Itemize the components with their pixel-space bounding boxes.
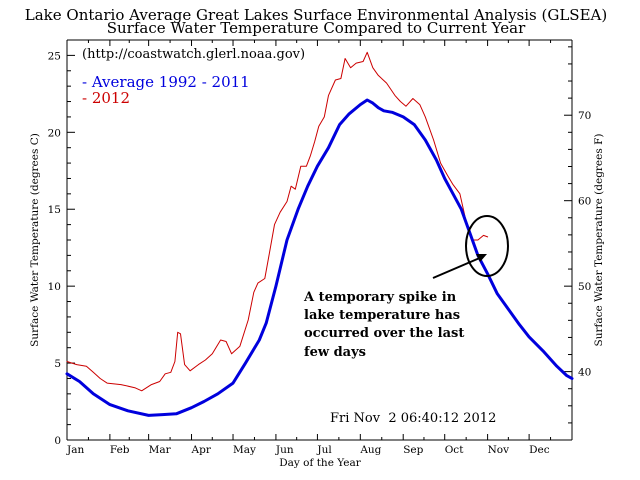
x-tick-label: Oct: [445, 444, 464, 456]
callout-arrow-line: [432, 256, 483, 279]
x-tick-label: Jun: [275, 444, 294, 456]
callout-line-2: lake temperature has: [304, 308, 460, 323]
y-right-tick-label: 60: [578, 196, 591, 208]
series-2012-line: [66, 51, 489, 392]
series-average-line: [65, 98, 574, 417]
series-layer: [65, 51, 574, 417]
y-left-tick-label: 0: [54, 435, 61, 447]
y-left-tick-label: 25: [48, 50, 61, 62]
source-url: (http://coastwatch.glerl.noaa.gov): [82, 47, 305, 62]
y-axis-right-ticks: 40 50 60 70: [564, 46, 591, 424]
callout-line-3: occurred over the last: [304, 326, 464, 341]
y-right-tick-label: 50: [578, 281, 591, 293]
legend-2012: - 2012: [82, 89, 130, 107]
x-tick-label: Aug: [359, 444, 381, 456]
x-tick-label: May: [233, 444, 256, 456]
x-tick-label: Jul: [316, 444, 332, 456]
y-right-tick-label: 40: [578, 367, 591, 379]
x-tick-label: Dec: [529, 444, 550, 456]
y-right-tick-label: 70: [578, 110, 591, 122]
y-axis-right-label: Surface Water Temperature (degrees F): [593, 134, 605, 347]
y-left-tick-label: 15: [48, 204, 61, 216]
x-tick-label: Feb: [110, 444, 130, 456]
chart-title: Lake Ontario Average Great Lakes Surface…: [25, 6, 607, 24]
chart-subtitle: Surface Water Temperature Compared to Cu…: [107, 19, 526, 37]
y-left-tick-label: 5: [54, 358, 61, 370]
x-tick-label: Nov: [488, 444, 510, 456]
x-tick-label: Sep: [403, 444, 423, 456]
y-axis-left-ticks: 0 5 10 15 20 25: [48, 39, 75, 447]
x-axis-label: Day of the Year: [279, 457, 362, 469]
x-tick-label: Mar: [149, 444, 172, 456]
y-left-tick-label: 10: [48, 281, 61, 293]
spike-highlight-circle: [465, 215, 509, 277]
x-tick-label: Jan: [66, 444, 84, 456]
callout-arrow-head: [476, 254, 487, 262]
callout-line-1: A temporary spike in: [303, 290, 457, 305]
x-axis-ticks: Jan Feb Mar Apr May Jun Jul Aug Sep Oct Nov Dec: [66, 40, 552, 456]
y-axis-left-label: Surface Water Temperature (degrees C): [29, 133, 41, 347]
timestamp: Fri Nov 2 06:40:12 2012: [330, 411, 496, 426]
callout-line-4: few days: [304, 345, 366, 360]
x-tick-label: Apr: [191, 444, 212, 456]
y-left-tick-label: 20: [48, 127, 61, 139]
legend-average: - Average 1992 - 2011: [82, 73, 250, 91]
